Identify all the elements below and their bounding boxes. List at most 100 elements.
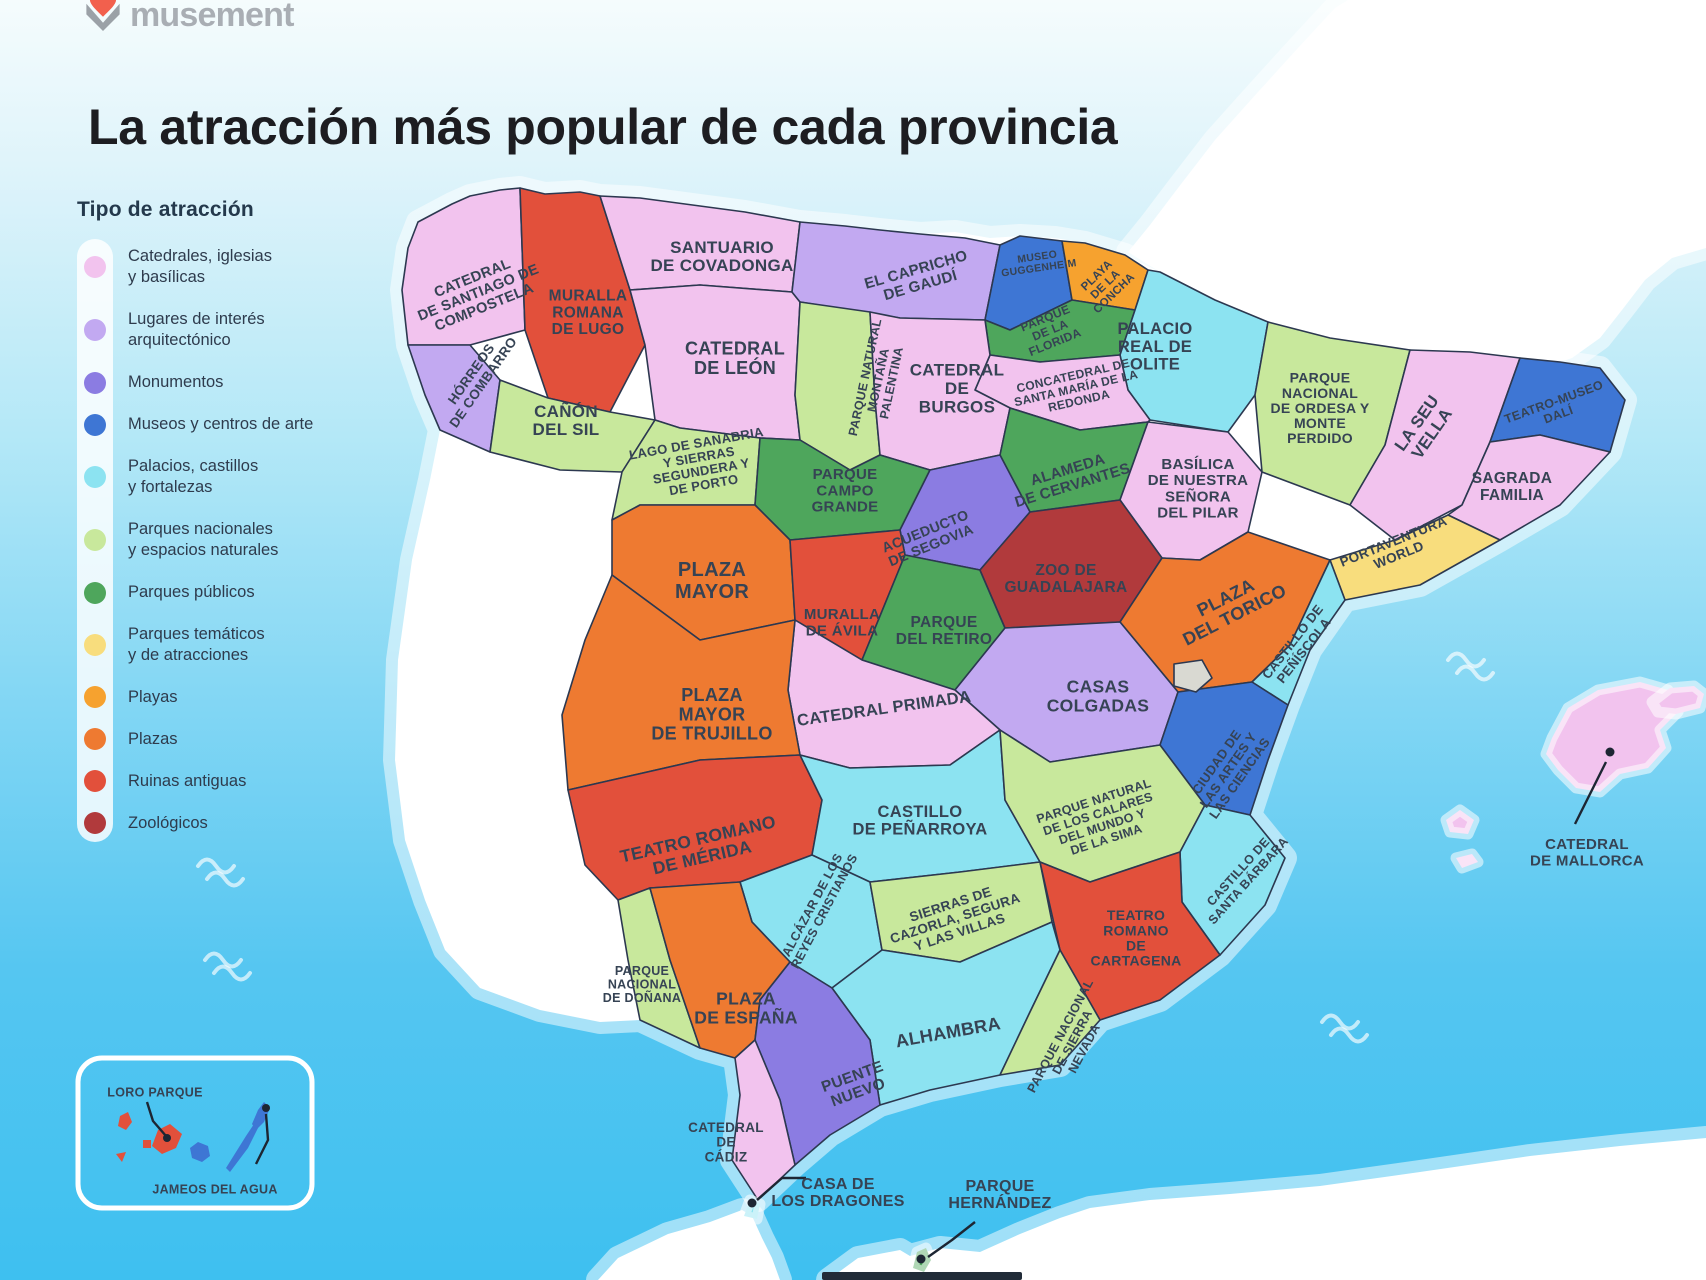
label-loro-parque: LORO PARQUE — [107, 1085, 202, 1099]
label-lugo: MURALLA ROMANA DE LUGO — [549, 288, 628, 338]
legend-dot-6 — [84, 581, 106, 604]
region-malaga — [754, 961, 881, 1166]
legend-item-label: Palacios, castillos y fortalezas — [128, 456, 259, 497]
region-a-coruna — [401, 187, 526, 346]
canary-island-la-palma — [118, 1112, 132, 1130]
label-jameos-del-agua: JAMEOS DEL AGUA — [152, 1182, 277, 1196]
legend-dot-8 — [84, 686, 106, 709]
legend-item-5: Parques nacionales y espacios naturales — [77, 519, 447, 562]
label-zaragoza: BASÍLICA DE NUESTRA SEÑORA DEL PILAR — [1148, 456, 1249, 522]
legend-dot-7 — [84, 633, 106, 656]
legend-item-label: Playas — [128, 687, 178, 706]
region-barcelona — [1447, 434, 1611, 541]
legend-item-8: Playas — [77, 686, 447, 709]
legend-item-label: Parques públicos — [128, 582, 255, 601]
melilla-dot — [916, 1254, 926, 1264]
legend-item-10: Ruinas antiguas — [77, 770, 447, 793]
label-guadalajara: ZOO DE GUADALAJARA — [1005, 562, 1128, 596]
legend-dot-3 — [84, 413, 106, 436]
legend-item-label: Parques nacionales y espacios naturales — [128, 519, 279, 560]
canary-island-fuerteventura — [226, 1124, 258, 1172]
legend-item-2: Monumentos — [77, 371, 447, 394]
balearic-island-0 — [1540, 676, 1684, 798]
legend: Tipo de atracción Catedrales, iglesias y… — [77, 198, 447, 843]
musement-heart-icon — [86, 0, 120, 31]
label-burgos: CATEDRAL DE BURGOS — [910, 361, 1005, 417]
legend-item-9: Plazas — [77, 728, 447, 751]
wave-icon — [205, 870, 245, 888]
jameos-del-agua-pointer-line — [254, 1113, 270, 1165]
legend-dot-9 — [84, 728, 106, 751]
bottom-cropped-bar — [822, 1272, 1022, 1280]
legend-item-4: Palacios, castillos y fortalezas — [77, 456, 447, 499]
canary-inset-box — [75, 1055, 315, 1211]
legend-item-3: Museos y centros de arte — [77, 413, 447, 436]
label-barcelona: SAGRADA FAMILIA — [1472, 470, 1552, 504]
legend-title: Tipo de atracción — [77, 198, 254, 221]
mallorca-dot — [1605, 747, 1615, 757]
legend-item-0: Catedrales, iglesias y basílicas — [77, 246, 447, 289]
wave-icon — [1446, 651, 1486, 669]
label-murcia: TEATRO ROMANO DE CARTAGENA — [1090, 907, 1181, 968]
balearic-island-1 — [1646, 680, 1706, 720]
label-mallorca: CATEDRAL DE MALLORCA — [1530, 836, 1644, 869]
wave-icon — [1320, 1013, 1360, 1031]
loro-parque-pointer-line — [145, 1101, 167, 1137]
wave-icon — [1329, 1026, 1369, 1044]
legend-item-1: Lugares de interés arquitectónico — [77, 309, 447, 352]
label-ceuta: CASA DE LOS DRAGONES — [771, 1176, 904, 1210]
label-valladolid: PARQUE CAMPO GRANDE — [812, 466, 879, 515]
legend-item-label: Ruinas antiguas — [128, 771, 247, 790]
legend-item-label: Catedrales, iglesias y basílicas — [128, 247, 272, 287]
legend-dot-4 — [84, 466, 106, 489]
legend-item-label: Lugares de interés arquitectónico — [128, 309, 265, 350]
label-huesca: PARQUE NACIONAL DE ORDESA Y MONTE PERDIDO — [1271, 370, 1370, 446]
wave-icon — [212, 964, 252, 982]
label-ourense: CAÑÓN DEL SIL — [533, 401, 600, 439]
canary-island-el-hierro — [116, 1152, 126, 1162]
label-asturias: SANTUARIO DE COVADONGA — [650, 238, 793, 275]
canary-island-gran-canaria — [190, 1142, 210, 1162]
page-title: La atracción más popular de cada provinc… — [88, 98, 1118, 155]
legend-dot-5 — [84, 529, 106, 552]
legend-item-7: Parques temáticos y de atracciones — [77, 624, 447, 667]
logo-wordmark: musement — [130, 0, 294, 34]
legend-item-label: Museos y centros de arte — [128, 415, 314, 434]
legend-item-label: Zoológicos — [128, 813, 208, 832]
balearic-island-2 — [1440, 804, 1480, 840]
label-ciudad-real: CASTILLO DE PEÑARROYA — [852, 803, 987, 839]
wave-icon — [203, 951, 243, 969]
legend-item-6: Parques públicos — [77, 581, 447, 604]
label-huelva: PARQUE NACIONAL DE DOÑANA — [603, 964, 681, 1005]
label-salamanca: PLAZA MAYOR — [675, 559, 749, 603]
ceuta-pointer-line — [756, 1176, 806, 1201]
label-navarra: PALACIO REAL DE OLITE — [1117, 320, 1192, 374]
legend-item-label: Parques temáticos y de atracciones — [128, 624, 265, 664]
legend-item-label: Monumentos — [128, 373, 224, 392]
balearic-island-3 — [1450, 848, 1484, 874]
label-madrid: PARQUE DEL RETIRO — [896, 614, 993, 648]
jameos-del-agua-dot — [262, 1104, 270, 1112]
legend-item-11: Zoológicos — [77, 812, 447, 835]
melilla-pointer-line — [927, 1221, 976, 1258]
ceuta-dot — [747, 1198, 757, 1208]
legend-dot-0 — [84, 256, 106, 279]
region-enclave — [1173, 659, 1213, 693]
region-almeria — [999, 949, 1101, 1076]
label-caceres: PLAZA MAYOR DE TRUJILLO — [651, 685, 772, 744]
label-cuenca: CASAS COLGADAS — [1047, 677, 1150, 716]
legend-dot-1 — [84, 319, 106, 342]
label-avila: MURALLA DE ÁVILA — [804, 606, 880, 639]
legend-item-label: Plazas — [128, 729, 178, 748]
morocco-east — [816, 1126, 1706, 1280]
label-sevilla: PLAZA DE ESPAÑA — [694, 989, 798, 1028]
loro-parque-dot — [163, 1134, 171, 1142]
canary-island-la-gomera — [143, 1140, 151, 1148]
musement-logo: musement — [86, 0, 294, 35]
label-melilla: PARQUE HERNÁNDEZ — [948, 1178, 1051, 1212]
legend-dot-10 — [84, 770, 106, 793]
legend-dot-11 — [84, 812, 106, 835]
label-cadiz: CATEDRAL DE CÁDIZ — [688, 1120, 764, 1164]
